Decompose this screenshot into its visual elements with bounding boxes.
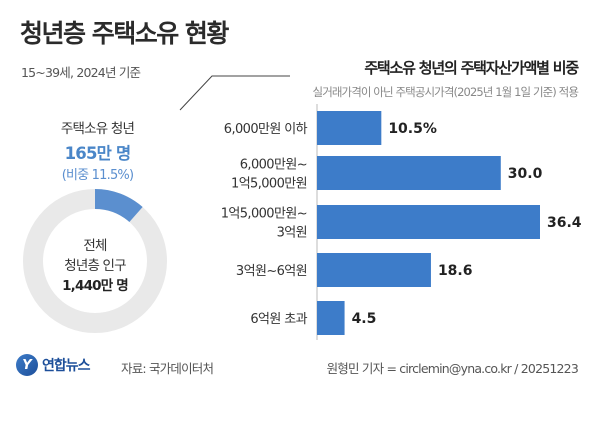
bar-value-label: 18.6	[438, 263, 473, 279]
bar-value-label: 30.0	[508, 166, 543, 182]
donut-chart	[23, 189, 167, 333]
bar-value-label: 4.5	[352, 311, 377, 327]
donut-label-total: 전체	[83, 238, 107, 254]
bar-category-label: 6,000만원~	[240, 158, 307, 173]
bar	[317, 156, 501, 190]
bar-value-label: 10.5%	[388, 121, 437, 137]
bar-category-label: 1억5,000만원~	[221, 207, 307, 222]
credit-text: 원형민 기자 = circlemin@yna.co.kr / 20251223	[326, 361, 579, 376]
owners-count: 165만 명	[64, 144, 132, 163]
bar-category-label: 1억5,000만원	[231, 177, 307, 192]
bar-value-label: 36.4	[547, 215, 582, 231]
bar-category-label: 3억원~6억원	[236, 264, 307, 279]
donut-label-population: 청년층 인구	[64, 258, 126, 274]
bar	[317, 111, 382, 145]
donut-label-count: 1,440만 명	[62, 278, 129, 294]
bar	[317, 301, 345, 335]
bar	[317, 253, 431, 287]
logo-mark-icon: Y	[16, 354, 38, 376]
owners-label: 주택소유 청년	[60, 121, 135, 137]
logo: Y 연합뉴스	[16, 354, 91, 376]
bar-category-label: 6,000만원 이하	[224, 122, 308, 137]
page-title: 청년층 주택소유 현황	[20, 19, 229, 48]
source-text: 자료: 국가데이터처	[121, 361, 214, 376]
bar	[317, 205, 540, 239]
bar-category-label: 6억원 초과	[250, 312, 307, 327]
bar-category-label: 3억원	[277, 226, 307, 241]
logo-text: 연합뉴스	[42, 358, 91, 374]
chart-title: 주택소유 청년의 주택자산가액별 비중	[364, 59, 579, 77]
owners-share: (비중 11.5%)	[61, 168, 134, 183]
page-subtitle: 15~39세, 2024년 기준	[21, 65, 141, 80]
chart-subtitle: 실거래가격이 아닌 주택공시가격(2025년 1월 1일 기준) 적용	[312, 85, 579, 99]
donut-owned-segment	[94, 189, 143, 223]
